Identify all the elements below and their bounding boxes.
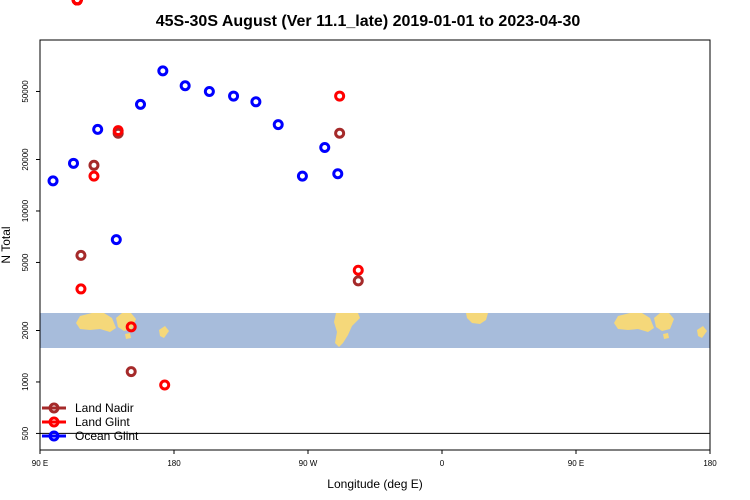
point-land-glint [352, 264, 364, 276]
x-axis-label: Longitude (deg E) [327, 477, 422, 491]
x-tick-label: 90 W [299, 459, 318, 468]
chart-title: 45S-30S August (Ver 11.1_late) 2019-01-0… [156, 13, 581, 30]
y-tick-label: 20000 [21, 148, 30, 171]
y-axis-ticks: 500 1000 2000 5000 10000 20000 50000 [21, 80, 710, 440]
legend-marker-ocean-glint [48, 430, 60, 442]
point-ocean-glint [68, 157, 79, 169]
legend-label-land-nadir: Land Nadir [75, 401, 134, 415]
point-land-nadir [75, 249, 87, 261]
point-ocean-glint [47, 175, 59, 187]
x-tick-label: 180 [167, 459, 181, 468]
x-tick-label: 180 [703, 459, 717, 468]
data-points [47, 0, 364, 391]
point-ocean-glint [203, 85, 215, 97]
y-tick-label: 5000 [21, 253, 30, 271]
plot-frame [39, 39, 711, 451]
y-tick-label: 500 [21, 426, 30, 440]
x-tick-label: 90 E [32, 459, 48, 468]
map-land-tasmania-2 [663, 333, 669, 339]
point-ocean-glint [250, 96, 262, 108]
point-land-glint [112, 125, 124, 137]
point-ocean-glint [179, 80, 191, 92]
point-land-nadir [334, 127, 346, 139]
map-land-new-zealand-2 [697, 326, 707, 338]
y-axis-label: N Total [0, 226, 13, 263]
y-tick-label: 10000 [21, 199, 30, 222]
map-land-south-america [334, 313, 360, 347]
legend-label-ocean-glint: Ocean Glint [75, 429, 139, 443]
point-land-glint [334, 90, 346, 102]
x-tick-label: 90 E [568, 459, 584, 468]
y-tick-label: 1000 [21, 373, 30, 391]
point-land-glint [75, 283, 87, 295]
map-land-australia-east-2 [654, 313, 674, 331]
point-land-nadir [352, 275, 364, 287]
point-ocean-glint [92, 123, 104, 135]
legend-marker-land-nadir [48, 402, 60, 414]
point-land-glint [88, 170, 100, 182]
point-ocean-glint [272, 119, 284, 131]
point-land-nadir [125, 366, 137, 378]
point-land-glint [159, 379, 171, 391]
point-ocean-glint [228, 90, 240, 102]
map-land-australia-west [76, 313, 116, 332]
map-land-tasmania [125, 333, 131, 339]
point-ocean-glint [135, 98, 146, 110]
point-land-glint [125, 321, 137, 333]
map-land-australia-east [116, 313, 136, 331]
map-land-australia-west-2 [614, 313, 654, 332]
x-axis-ticks: 90 E 180 90 W 0 90 E 180 [32, 450, 717, 468]
point-land-nadir [88, 159, 100, 171]
point-land-glint [71, 0, 83, 6]
legend-marker-land-glint [48, 416, 60, 428]
map-backdrop [40, 313, 710, 348]
legend-label-land-glint: Land Glint [75, 415, 130, 429]
point-ocean-glint [157, 65, 169, 77]
legend: Land Nadir Land Glint Ocean Glint [42, 401, 139, 443]
x-tick-label: 0 [440, 459, 445, 468]
y-tick-label: 50000 [21, 80, 30, 103]
map-ocean [40, 313, 710, 348]
point-ocean-glint [332, 168, 344, 180]
point-ocean-glint [319, 142, 331, 154]
map-land-africa [466, 313, 488, 324]
point-ocean-glint [296, 170, 308, 182]
y-tick-label: 2000 [21, 321, 30, 339]
point-ocean-glint [110, 234, 122, 246]
map-land-new-zealand [159, 326, 169, 338]
